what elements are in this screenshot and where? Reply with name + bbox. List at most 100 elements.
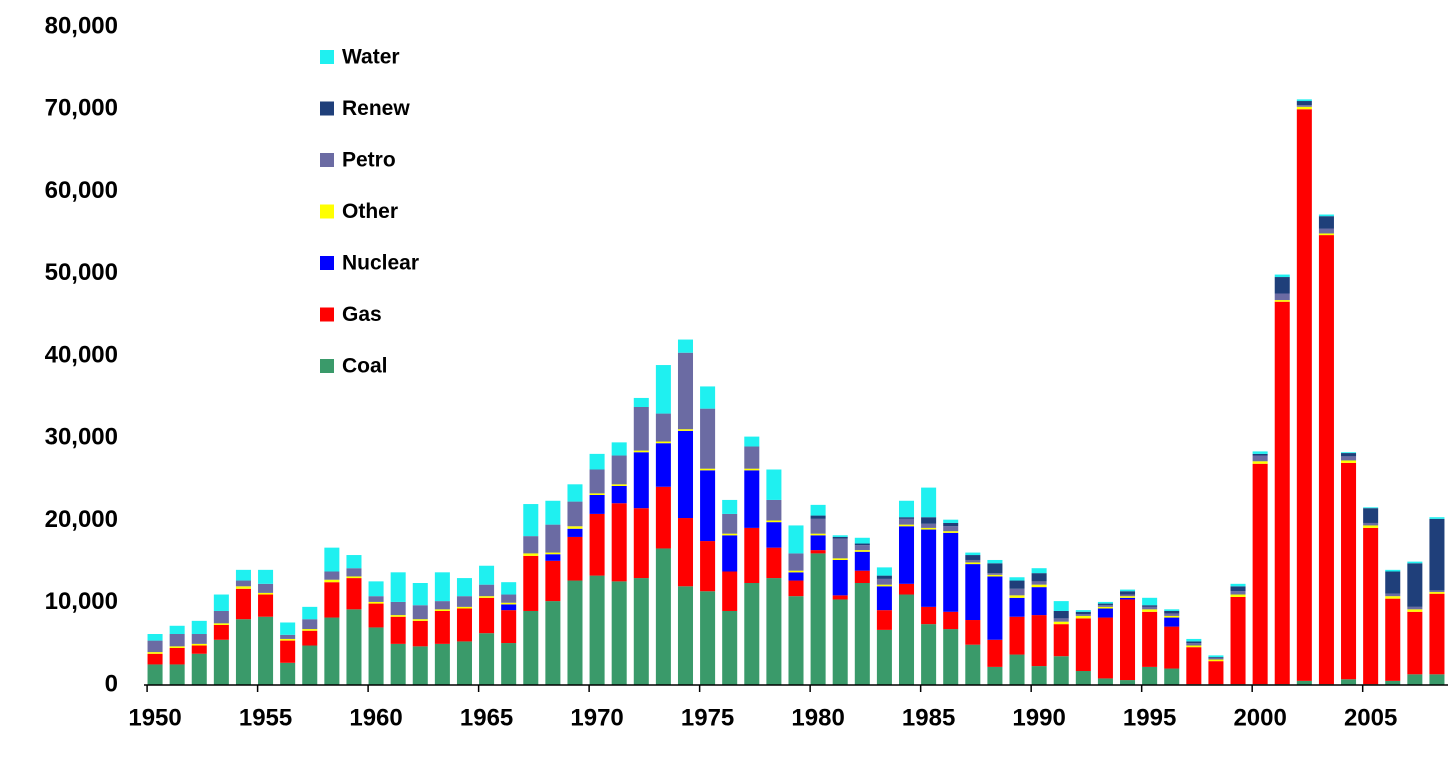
bar-segment (1053, 621, 1069, 625)
bar-segment (1208, 657, 1224, 660)
x-tick-label: 1990 (1012, 704, 1065, 731)
bar-segment (235, 588, 251, 620)
bar-segment (169, 664, 185, 685)
legend-label: Renew (342, 97, 410, 120)
y-tick-label: 20,000 (45, 506, 118, 533)
bar-segment (1296, 106, 1312, 110)
bar-segment (280, 638, 296, 641)
bar-segment (854, 537, 870, 544)
bar-segment (633, 508, 649, 579)
y-tick-label: 10,000 (45, 588, 118, 615)
bar-segment (965, 562, 981, 565)
bar-segment (655, 548, 671, 685)
bar-segment (921, 517, 937, 524)
bar-segment (766, 469, 782, 500)
legend-swatch (320, 204, 334, 219)
bar-segment (479, 596, 495, 598)
bar-segment (1164, 626, 1180, 669)
bar-segment (191, 645, 207, 654)
bar-segment (1053, 610, 1069, 619)
bar-segment (1120, 680, 1136, 685)
bar-segment (722, 513, 738, 534)
bar-segment (832, 599, 848, 685)
bar-segment (921, 606, 937, 625)
bar-segment (169, 625, 185, 635)
bar-segment (523, 555, 539, 611)
bar-segment (390, 643, 406, 685)
legend: Coal Gas Nuclear Other Petro Renew Water (320, 46, 419, 378)
bar-segment (1274, 293, 1290, 301)
bar-segment (191, 653, 207, 685)
bar-segment (235, 619, 251, 685)
bar-segment (633, 406, 649, 451)
bar-segment (501, 643, 517, 685)
bar-segment (589, 493, 605, 496)
y-tick-label: 0 (105, 670, 118, 697)
bar-segment (810, 535, 826, 551)
bar-segment (1097, 605, 1113, 607)
bar-segment (677, 429, 694, 431)
bar-segment (1296, 109, 1312, 681)
bar-segment (655, 365, 671, 414)
bar-segment (1031, 568, 1047, 574)
bar-segment (722, 535, 738, 572)
bar-segment (1120, 591, 1136, 595)
bar-segment (1120, 589, 1136, 592)
bar-segment (456, 608, 472, 642)
bar-segment (1097, 608, 1113, 618)
bar-segment (832, 595, 848, 600)
bar-segment (545, 552, 561, 555)
bar-segment (1407, 563, 1423, 607)
bar-segment (147, 634, 163, 641)
bar-segment (1009, 588, 1025, 596)
bar-segment (921, 529, 937, 607)
x-tick-label: 2000 (1233, 704, 1286, 731)
bar-segment (1296, 101, 1312, 106)
bar-segment (898, 583, 915, 595)
bar-segment (479, 633, 495, 685)
bar-segment (766, 522, 782, 548)
bar-segment (1363, 525, 1379, 528)
bar-segment (567, 501, 583, 527)
bar-segment (1363, 527, 1379, 685)
bar-segment (567, 528, 583, 537)
bar-segment (876, 578, 892, 585)
bar-segment (1053, 624, 1069, 657)
x-tick-label: 1975 (681, 704, 734, 731)
bar-segment (434, 610, 450, 644)
bar-segment (1385, 680, 1401, 685)
bar-segment (766, 499, 782, 521)
bar-segment (1318, 228, 1334, 234)
legend-label: Coal (342, 355, 388, 378)
bar-segment (545, 500, 561, 525)
legend-label: Gas (342, 303, 382, 326)
legend-swatch (320, 50, 334, 64)
bar-segment (302, 630, 318, 646)
legend-label: Petro (342, 149, 396, 172)
bar-segment (1142, 606, 1158, 610)
bar-segment (501, 610, 517, 644)
bar-segment (744, 446, 760, 469)
bar-segment (832, 538, 848, 559)
bar-segment (213, 594, 229, 611)
bar-segment (545, 601, 561, 685)
bar-segment (1252, 451, 1268, 454)
bar-segment (1230, 586, 1246, 592)
bar-segment (523, 504, 539, 537)
bar-segment (589, 495, 605, 514)
bar-segment (479, 597, 495, 634)
bar-segment (567, 536, 583, 581)
bar-segment (744, 468, 760, 471)
bar-segment (589, 453, 605, 470)
legend-label: Other (342, 200, 398, 223)
y-tick-label: 80,000 (45, 12, 118, 39)
bar-segment (965, 559, 981, 563)
bar-segment (1429, 592, 1445, 594)
x-tick-label: 1985 (902, 704, 955, 731)
x-tick-label: 1950 (128, 704, 181, 731)
bar-segment (1009, 577, 1025, 581)
bar-segment (1075, 610, 1091, 612)
bar-segment (1097, 606, 1113, 609)
bar-segment (633, 578, 649, 685)
bar-segment (1142, 605, 1158, 607)
